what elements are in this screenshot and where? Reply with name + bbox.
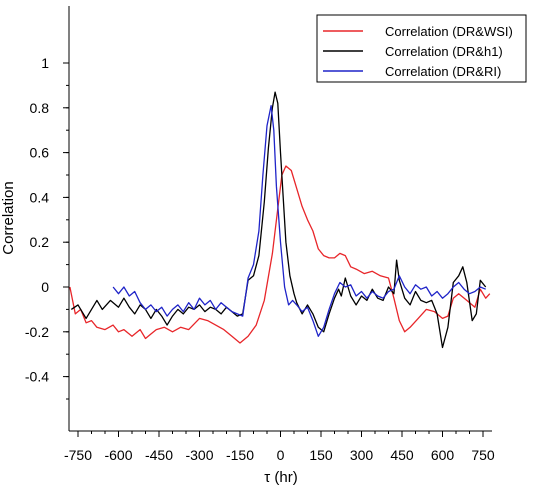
legend-label-3: Correlation (DR&RI)	[385, 64, 501, 79]
x-axis-title: τ (hr)	[264, 469, 297, 486]
y-tick-label: 0.6	[30, 145, 50, 161]
series-line-2	[70, 91, 487, 349]
y-tick-label: -0.4	[25, 369, 49, 385]
x-tick-label: 300	[350, 447, 374, 463]
legend-label-2: Correlation (DR&h1)	[385, 44, 503, 59]
y-ticks: 1 0.8 0.6 0.4 0.2 0 -0.2 -0.4	[25, 55, 69, 400]
x-tick-label: -150	[226, 447, 254, 463]
x-tick-label: -750	[64, 447, 92, 463]
y-tick-label: -0.2	[25, 324, 49, 340]
x-tick-label: 450	[390, 447, 414, 463]
x-ticks: -750 -600 -450 -300 -150 0 150 300 450 600 750	[64, 431, 495, 463]
x-tick-label: 0	[277, 447, 285, 463]
x-tick-label: -450	[145, 447, 173, 463]
x-tick-label: -600	[104, 447, 132, 463]
legend-label-1: Correlation (DR&WSI)	[385, 24, 513, 39]
y-tick-label: 0.8	[30, 100, 50, 116]
series-line-3	[112, 104, 486, 337]
x-tick-label: 600	[431, 447, 455, 463]
x-tick-label: 750	[471, 447, 495, 463]
x-tick-label: 150	[309, 447, 333, 463]
x-tick-label: -300	[185, 447, 213, 463]
legend-items: Correlation (DR&WSI) Correlation (DR&h1) C…	[323, 24, 513, 79]
legend: Correlation (DR&WSI) Correlation (DR&h1) C…	[316, 14, 527, 83]
y-tick-label: 0.4	[30, 189, 50, 205]
series-line-1	[69, 165, 491, 344]
plot-lines	[69, 91, 491, 349]
y-tick-label: 0	[41, 279, 49, 295]
y-axis-title: Correlation	[0, 181, 17, 254]
y-tick-label: 0.2	[30, 234, 50, 250]
y-tick-label: 1	[41, 55, 49, 71]
